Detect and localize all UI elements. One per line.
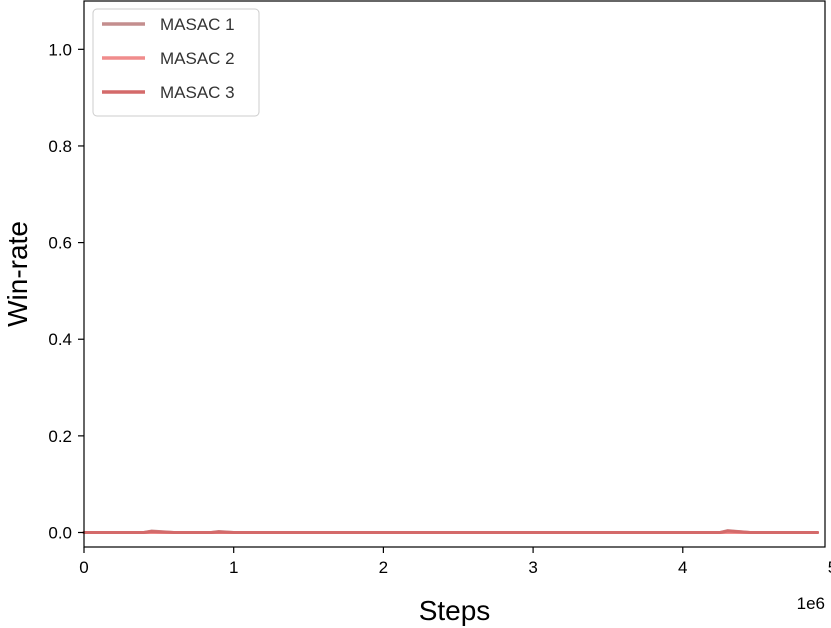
legend-label-1: MASAC 1: [160, 15, 235, 34]
legend-label-2: MASAC 2: [160, 49, 235, 68]
legend-box: [92, 8, 260, 117]
y-tick-label: 0.8: [48, 137, 72, 156]
y-tick-label: 1.0: [48, 40, 72, 59]
x-axis-offset-label: 1e6: [797, 594, 825, 613]
y-axis-ticks: 0.0 0.2 0.4 0.6 0.8 1.0: [48, 40, 84, 543]
plot-lines: [82, 529, 820, 534]
legend: MASAC 1 MASAC 2 MASAC 3: [92, 8, 260, 117]
x-axis-label: Steps: [419, 595, 491, 626]
x-tick-label: 4: [678, 558, 687, 577]
x-tick-label: 1: [229, 558, 238, 577]
y-tick-label: 0.0: [48, 524, 72, 543]
x-tick-label: 3: [528, 558, 537, 577]
plot-frame: [83, 0, 826, 548]
x-tick-label: 0: [79, 558, 88, 577]
legend-label-3: MASAC 3: [160, 83, 235, 102]
series-line-3: [82, 529, 820, 534]
x-tick-label: 2: [379, 558, 388, 577]
y-tick-label: 0.6: [48, 234, 72, 253]
y-axis-label: Win-rate: [2, 221, 33, 327]
y-tick-label: 0.2: [48, 427, 72, 446]
y-tick-label: 0.4: [48, 330, 72, 349]
x-tick-label: 5: [828, 558, 831, 577]
x-axis-ticks: 0 1 2 3 4 5: [79, 547, 831, 577]
